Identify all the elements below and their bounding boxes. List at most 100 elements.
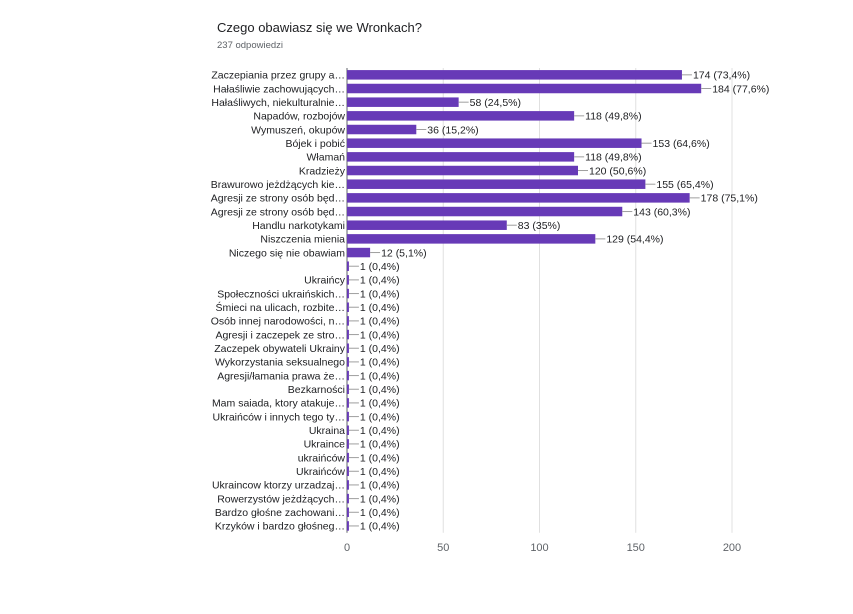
response-count: 237 odpowiedzi <box>217 40 284 51</box>
category-label: Osób innej narodowości, n… <box>211 316 345 328</box>
bar <box>347 193 690 203</box>
value-label: 1 (0,4%) <box>360 261 400 273</box>
category-label: Śmieci na ulicach, rozbite… <box>215 301 345 314</box>
value-label: 1 (0,4%) <box>360 329 400 341</box>
category-label: Wymuszeń, okupów <box>251 124 345 136</box>
chart-title: Czego obawiasz się we Wronkach? <box>217 20 422 35</box>
category-label: Włamań <box>306 152 345 164</box>
bar <box>347 152 575 162</box>
category-label: Społeczności ukraińskich… <box>217 288 345 300</box>
category-label: Bardzo głośne zachowani… <box>215 507 345 519</box>
bar <box>347 70 682 80</box>
bar <box>347 97 459 107</box>
category-label: Handlu narkotykami <box>252 220 345 232</box>
category-label: Agresji/łamania prawa że… <box>217 370 345 382</box>
bar <box>347 261 349 271</box>
category-label: Kradzieży <box>299 165 346 177</box>
bar <box>347 452 349 463</box>
value-label: 1 (0,4%) <box>360 316 400 328</box>
value-label: 184 (77,6%) <box>712 83 769 95</box>
x-tick-label: 200 <box>723 542 741 554</box>
category-label: Hałaśliwie zachowujących… <box>213 83 345 95</box>
category-label: Mam saiada, ktory atakuje… <box>212 398 345 410</box>
bar <box>347 138 642 148</box>
value-label: 83 (35%) <box>518 220 561 232</box>
value-label: 1 (0,4%) <box>360 384 400 396</box>
value-label: 1 (0,4%) <box>360 480 400 492</box>
category-label: Ukraincow ktorzy urzadzaj… <box>212 480 345 492</box>
value-label: 153 (64,6%) <box>653 138 710 150</box>
value-label: 1 (0,4%) <box>360 275 400 287</box>
category-label: Bójek i pobić <box>285 138 345 150</box>
value-label: 118 (49,8%) <box>585 152 641 164</box>
value-label: 1 (0,4%) <box>360 357 400 369</box>
category-label: ukraińców <box>298 452 346 464</box>
x-tick-label: 150 <box>627 542 645 554</box>
value-label: 58 (24,5%) <box>470 97 521 109</box>
category-label: Zaczepiania przez grupy a… <box>211 70 345 82</box>
bar <box>347 480 349 490</box>
bar <box>347 384 349 394</box>
value-label: 174 (73,4%) <box>693 70 750 82</box>
category-label: Agresji ze strony osób będ… <box>211 193 345 205</box>
bar <box>347 439 349 449</box>
value-label: 1 (0,4%) <box>360 343 400 355</box>
value-label: 1 (0,4%) <box>360 370 400 382</box>
category-label: Bezkarności <box>288 384 345 396</box>
value-label: 1 (0,4%) <box>360 425 400 437</box>
category-label: Zaczepek obywateli Ukrainy <box>214 343 345 355</box>
bar <box>347 124 417 135</box>
bar <box>347 179 646 189</box>
x-tick-label: 0 <box>344 542 350 554</box>
bar <box>347 411 349 422</box>
category-label: Hałaśliwych, niekulturalnie… <box>211 97 345 109</box>
category-label: Krzyków i bardzo głośneg… <box>215 521 345 533</box>
value-label: 36 (15,2%) <box>427 124 478 136</box>
bar <box>347 111 575 121</box>
category-label: Ukraince <box>304 439 346 451</box>
category-label: Agresji i zaczepek ze stro… <box>215 329 345 341</box>
bar <box>347 466 349 477</box>
bar <box>347 493 349 504</box>
category-label: Ukraińców i innych tego ty… <box>213 411 345 423</box>
bar <box>347 521 349 531</box>
value-label: 1 (0,4%) <box>360 507 400 519</box>
value-label: 1 (0,4%) <box>360 411 400 423</box>
bar <box>347 288 349 299</box>
value-label: 1 (0,4%) <box>360 466 400 478</box>
value-label: 1 (0,4%) <box>360 439 400 451</box>
value-label: 155 (65,4%) <box>656 179 713 191</box>
bar <box>347 220 507 230</box>
value-label: 118 (49,8%) <box>585 111 641 123</box>
category-label: Niszczenia mienia <box>260 234 345 246</box>
bar <box>347 316 349 326</box>
value-label: 1 (0,4%) <box>360 302 400 314</box>
category-label: Brawurowo jeżdżących kie… <box>211 179 345 191</box>
category-label: Ukraińców <box>296 466 345 478</box>
bar <box>347 247 371 258</box>
value-label: 1 (0,4%) <box>360 521 400 533</box>
value-label: 1 (0,4%) <box>360 288 400 300</box>
category-label: Niczego się nie obawiam <box>229 247 345 259</box>
bar <box>347 206 623 217</box>
category-label: Ukraina <box>309 425 345 437</box>
bar <box>347 275 349 285</box>
value-label: 1 (0,4%) <box>360 398 400 410</box>
bar <box>347 343 349 353</box>
category-label: Wykorzystania seksualnego <box>215 357 345 369</box>
category-label: Ukraińcy <box>304 275 346 287</box>
bar <box>347 302 349 312</box>
value-label: 129 (54,4%) <box>606 234 663 246</box>
value-label: 1 (0,4%) <box>360 452 400 464</box>
value-label: 1 (0,4%) <box>360 493 400 505</box>
category-label: Agresji ze strony osób będ… <box>211 206 345 218</box>
bar <box>347 83 702 94</box>
bar <box>347 234 596 244</box>
value-label: 12 (5,1%) <box>381 247 427 259</box>
value-label: 143 (60,3%) <box>633 206 690 218</box>
bar <box>347 425 349 436</box>
category-label: Rowerzystów jeżdżących… <box>217 493 345 505</box>
bar <box>347 329 349 340</box>
bar <box>347 370 349 381</box>
